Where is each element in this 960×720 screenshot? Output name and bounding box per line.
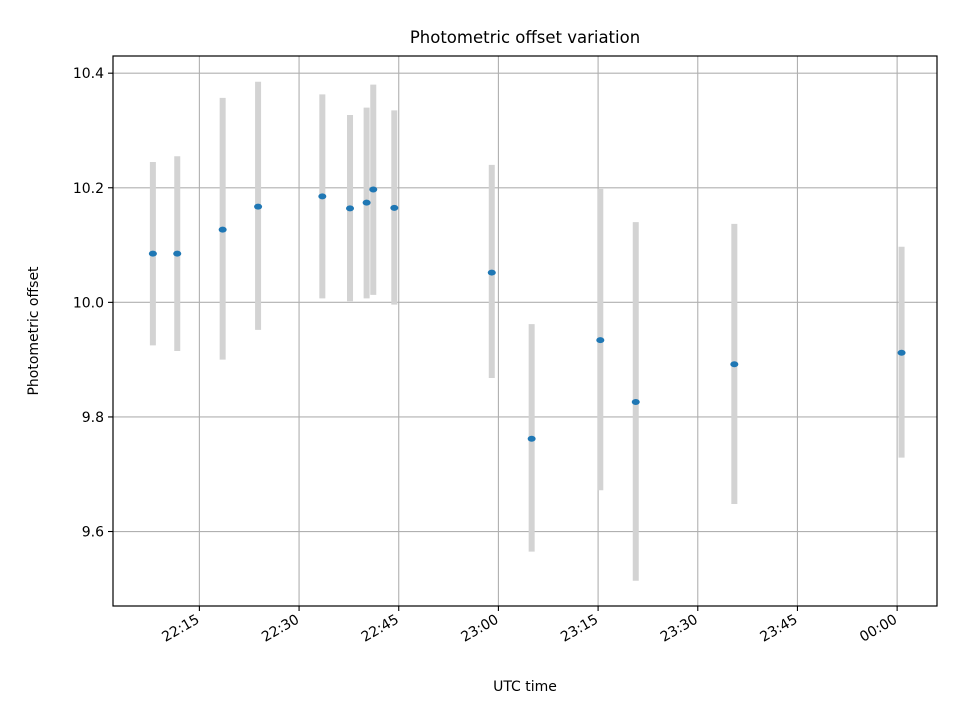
x-axis-label: UTC time xyxy=(493,679,557,695)
data-point xyxy=(487,269,496,276)
data-point xyxy=(362,199,371,206)
data-point xyxy=(218,226,227,233)
data-point xyxy=(369,186,378,193)
chart-title: Photometric offset variation xyxy=(410,28,640,47)
data-point xyxy=(730,361,739,368)
y-tick-label: 9.6 xyxy=(82,525,104,541)
data-point xyxy=(897,349,906,356)
data-point xyxy=(527,435,536,442)
data-point xyxy=(631,399,640,406)
data-point xyxy=(148,250,157,257)
data-point xyxy=(596,337,605,344)
data-point xyxy=(254,203,263,210)
data-point xyxy=(173,250,182,257)
y-tick-label: 10.2 xyxy=(73,181,104,197)
data-point xyxy=(318,193,327,200)
y-tick-label: 10.0 xyxy=(73,295,104,311)
y-axis-ticks: 9.6 9.8 10.0 10.2 10.4 xyxy=(73,66,113,541)
y-axis-label: Photometric offset xyxy=(26,266,42,396)
y-tick-label: 9.8 xyxy=(82,410,104,426)
data-point xyxy=(390,204,399,211)
data-points xyxy=(148,186,906,442)
plot-frame xyxy=(112,55,938,607)
y-tick-label: 10.4 xyxy=(73,66,104,82)
data-point xyxy=(346,205,355,212)
